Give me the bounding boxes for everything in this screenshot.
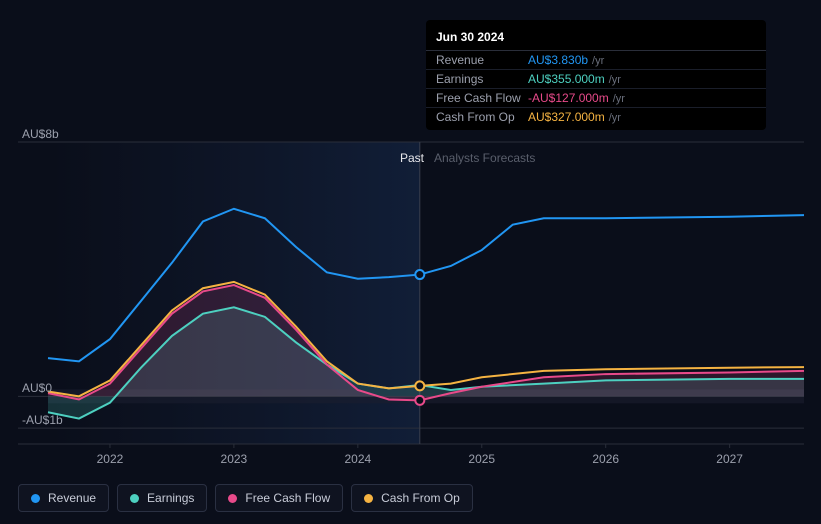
tooltip-metric-suffix: /yr bbox=[592, 55, 604, 67]
x-axis-label: 2027 bbox=[716, 452, 743, 466]
legend-label: Free Cash Flow bbox=[245, 491, 330, 505]
y-axis-label: AU$8b bbox=[22, 127, 59, 141]
y-axis-label: AU$0 bbox=[22, 381, 52, 395]
x-axis-label: 2024 bbox=[344, 452, 371, 466]
tooltip-metric-label: Revenue bbox=[436, 53, 528, 67]
financials-chart: AU$8b AU$0 -AU$1b 2022 2023 2024 2025 2026 2027… bbox=[0, 0, 821, 524]
tooltip-metric-label: Free Cash Flow bbox=[436, 91, 528, 105]
legend-item-revenue[interactable]: Revenue bbox=[18, 484, 109, 512]
x-axis-label: 2023 bbox=[221, 452, 248, 466]
legend-dot-icon bbox=[228, 494, 237, 503]
tooltip-metric-value: AU$355.000m bbox=[528, 72, 605, 86]
tooltip-row: Cash From OpAU$327.000m/yr bbox=[426, 108, 766, 126]
legend-dot-icon bbox=[130, 494, 139, 503]
tooltip-metric-value: AU$3.830b bbox=[528, 53, 588, 67]
legend-label: Revenue bbox=[48, 491, 96, 505]
legend-item-cfo[interactable]: Cash From Op bbox=[351, 484, 473, 512]
x-axis-label: 2022 bbox=[97, 452, 124, 466]
past-section-label: Past bbox=[400, 151, 424, 165]
tooltip-metric-label: Cash From Op bbox=[436, 110, 528, 124]
legend-dot-icon bbox=[364, 494, 373, 503]
tooltip-metric-label: Earnings bbox=[436, 72, 528, 86]
tooltip-date: Jun 30 2024 bbox=[426, 28, 766, 51]
tooltip-metric-suffix: /yr bbox=[609, 74, 621, 86]
tooltip-row: EarningsAU$355.000m/yr bbox=[426, 70, 766, 89]
legend-label: Cash From Op bbox=[381, 491, 460, 505]
tooltip-metric-value: AU$327.000m bbox=[528, 110, 605, 124]
x-axis-label: 2025 bbox=[468, 452, 495, 466]
legend-item-fcf[interactable]: Free Cash Flow bbox=[215, 484, 343, 512]
chart-tooltip: Jun 30 2024 RevenueAU$3.830b/yrEarningsA… bbox=[426, 20, 766, 130]
legend-dot-icon bbox=[31, 494, 40, 503]
forecast-section-label: Analysts Forecasts bbox=[434, 151, 535, 165]
y-axis-label: -AU$1b bbox=[22, 413, 63, 427]
legend-label: Earnings bbox=[147, 491, 194, 505]
tooltip-row: Free Cash Flow-AU$127.000m/yr bbox=[426, 89, 766, 108]
legend-item-earnings[interactable]: Earnings bbox=[117, 484, 207, 512]
tooltip-row: RevenueAU$3.830b/yr bbox=[426, 51, 766, 70]
chart-legend: Revenue Earnings Free Cash Flow Cash From O… bbox=[18, 484, 473, 512]
tooltip-metric-suffix: /yr bbox=[613, 93, 625, 105]
tooltip-metric-suffix: /yr bbox=[609, 112, 621, 124]
x-axis-label: 2026 bbox=[592, 452, 619, 466]
tooltip-metric-value: -AU$127.000m bbox=[528, 91, 609, 105]
